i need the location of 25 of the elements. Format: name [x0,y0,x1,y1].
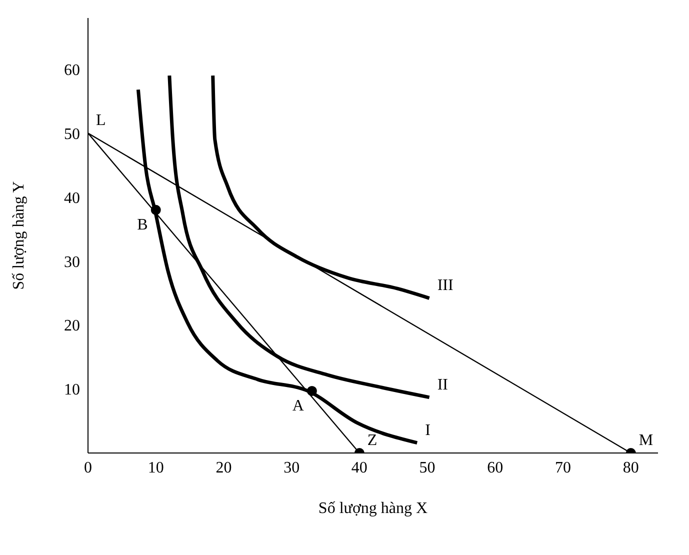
x-tick-label: 30 [284,459,300,476]
y-tick-label: 40 [64,190,80,207]
x-tick-label: 20 [216,459,232,476]
annotation: B [137,216,148,234]
annotation: A [292,397,304,414]
x-tick-label: 70 [555,459,571,476]
x-tick-label: 0 [84,459,92,476]
y-axis-title: Số lượng hàng Y [10,180,28,290]
annotation: I [425,422,430,439]
x-tick-label: 40 [351,459,368,476]
x-tick-label: 80 [622,459,639,476]
annotation: III [437,277,454,294]
y-tick-label: 60 [64,62,80,79]
x-axis-title: Số lượng hàng X [318,500,428,517]
x-tick-label: 60 [487,459,504,476]
y-tick-label: 30 [64,254,80,271]
annotation: II [437,376,448,394]
y-tick-label: 20 [64,318,80,335]
x-tick-label: 50 [419,459,436,476]
annotation: L [96,112,106,130]
annotation: M [638,432,654,449]
x-tick-label: 10 [148,459,164,476]
y-tick-label: 50 [64,126,80,143]
annotation: Z [367,432,378,449]
y-tick-label: 10 [64,382,80,399]
